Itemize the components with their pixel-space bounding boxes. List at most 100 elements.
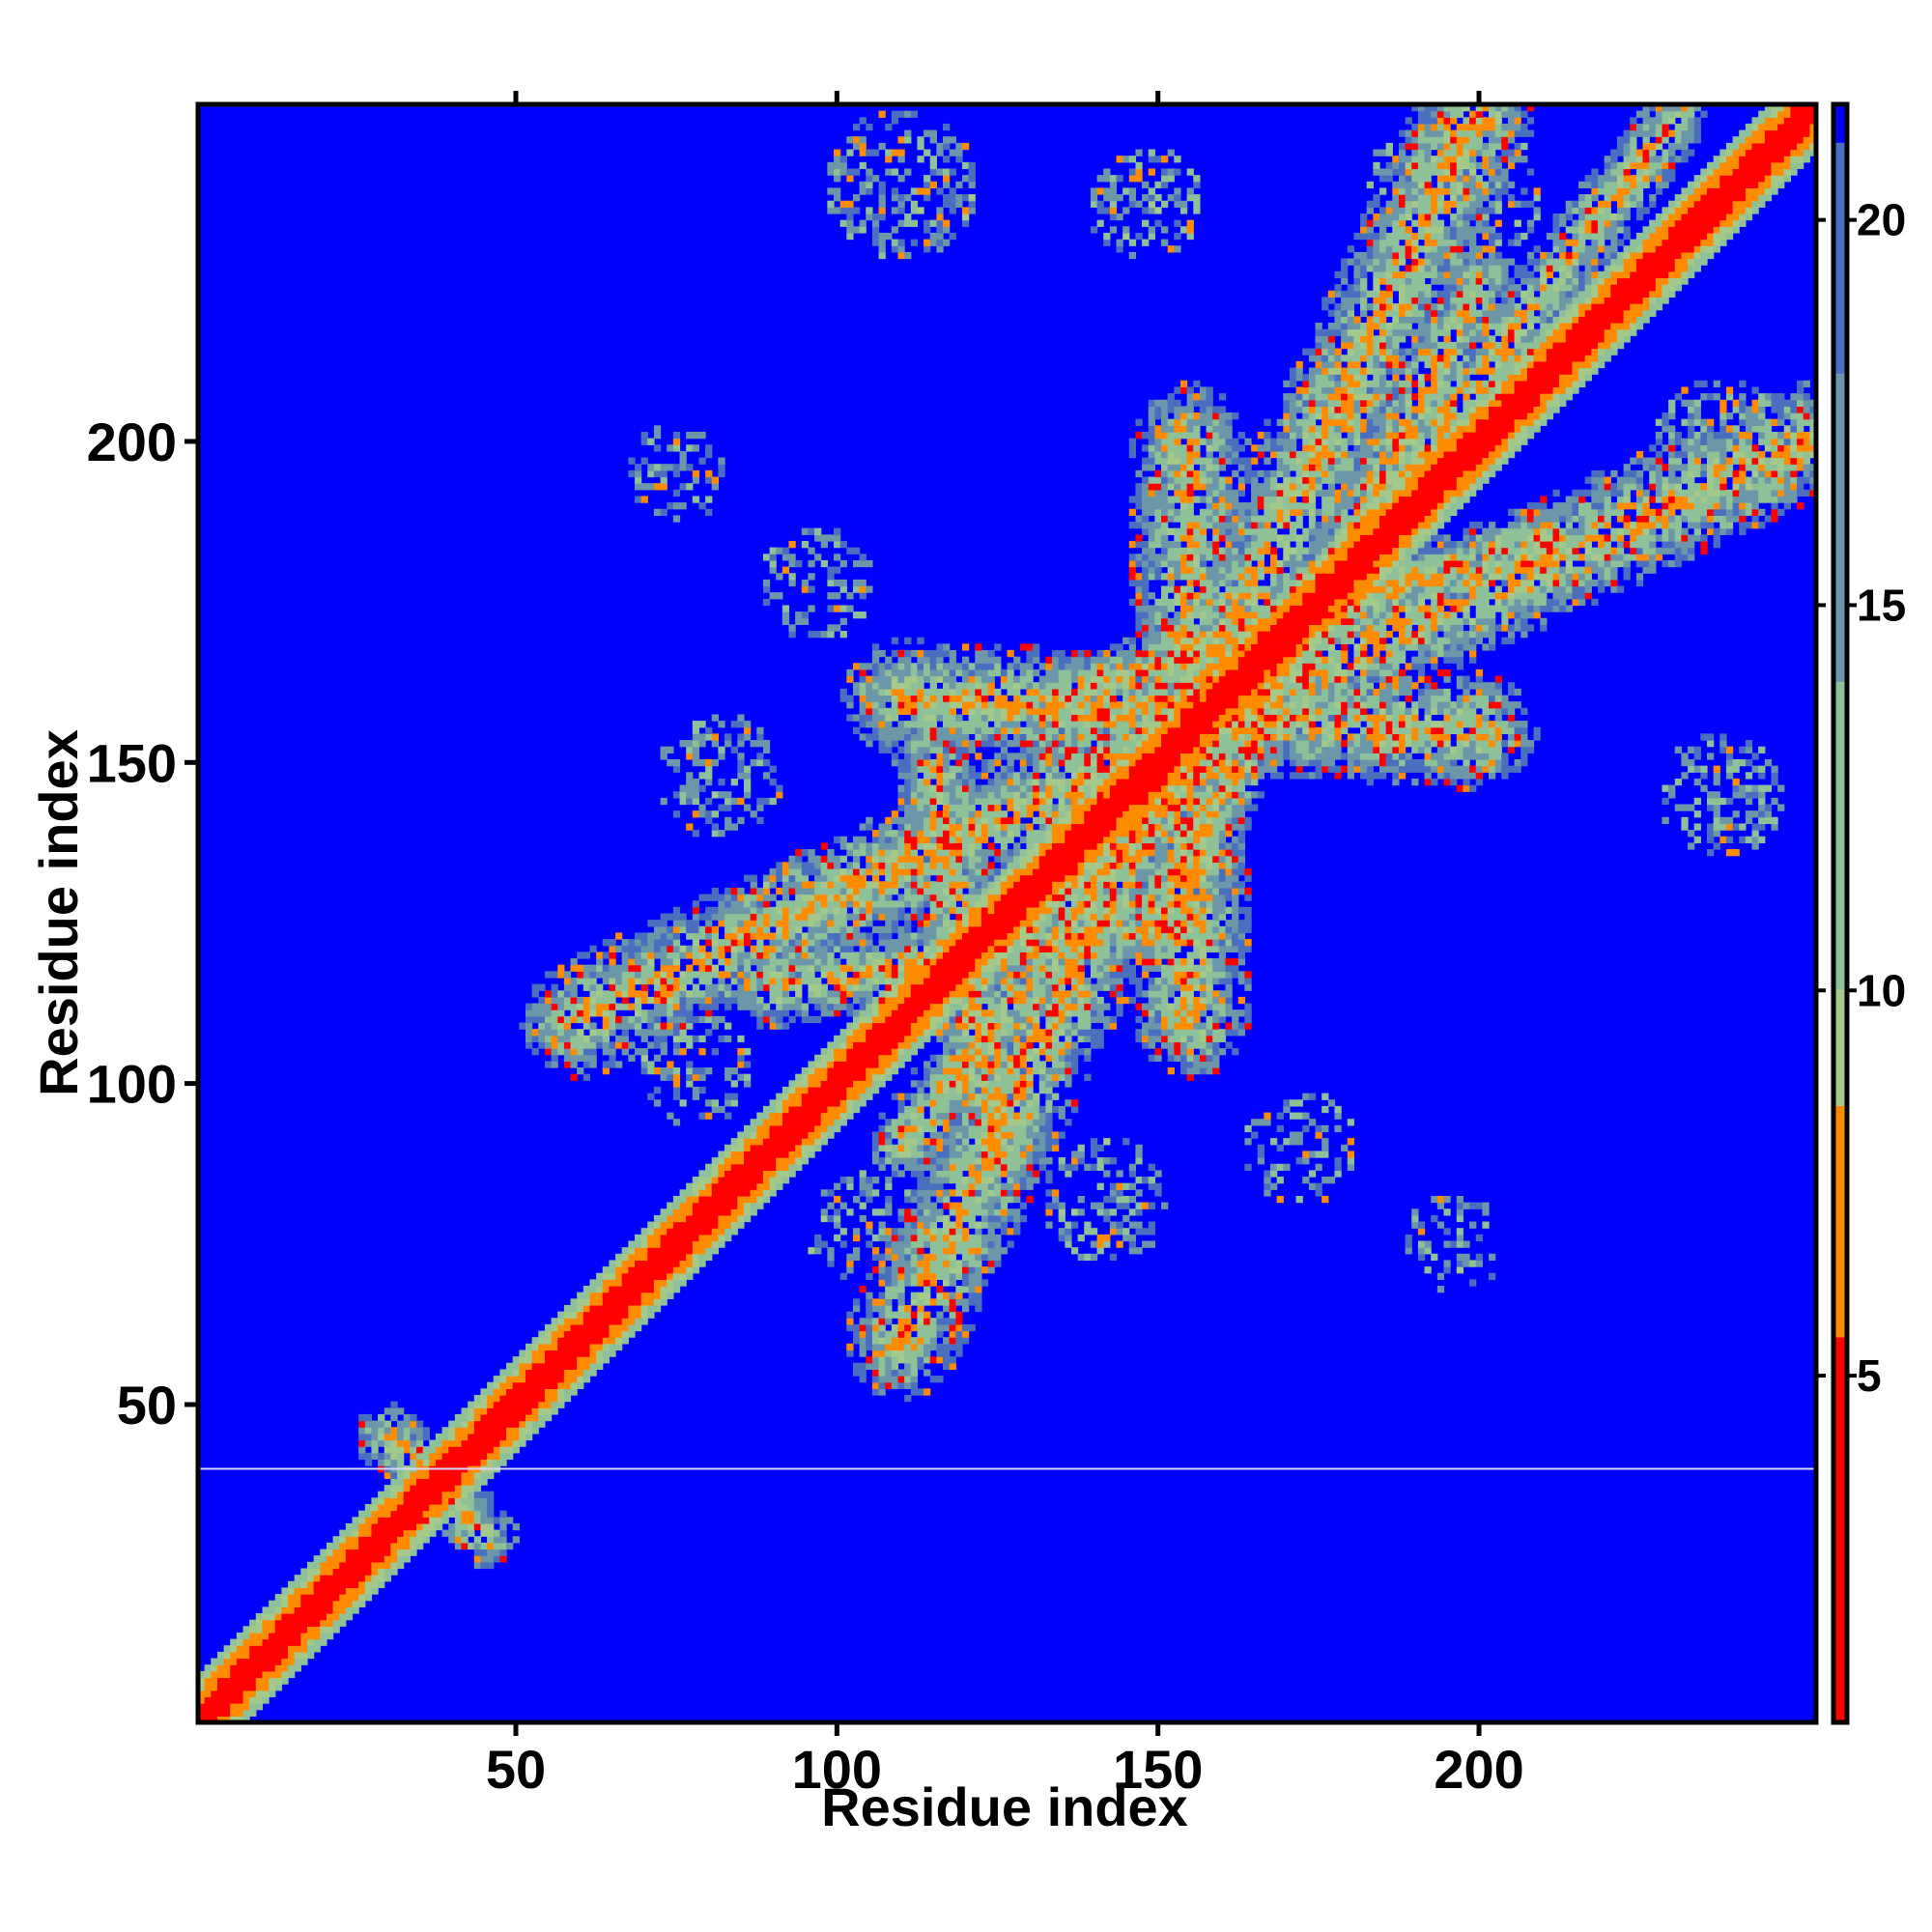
heatmap-cell — [968, 894, 976, 901]
heatmap-cell — [917, 663, 924, 670]
heatmap-cell — [968, 958, 976, 966]
heatmap-cell — [878, 925, 886, 934]
heatmap-cell — [769, 894, 777, 901]
heatmap-cell — [724, 1144, 732, 1152]
heatmap-cell — [403, 1504, 411, 1512]
heatmap-cell — [975, 1208, 982, 1216]
heatmap-cell — [236, 1703, 244, 1711]
heatmap-cell — [397, 1427, 405, 1435]
heatmap-cell — [198, 1670, 206, 1679]
heatmap-cell — [943, 958, 951, 966]
heatmap-cell — [531, 1029, 539, 1037]
heatmap-cell — [429, 1485, 437, 1492]
heatmap-cell — [910, 1362, 919, 1371]
heatmap-cell — [589, 1286, 597, 1293]
heatmap-cell — [705, 726, 713, 734]
heatmap-cell — [904, 136, 912, 144]
heatmap-cell — [686, 1035, 694, 1043]
heatmap-cell — [262, 1606, 270, 1614]
heatmap-cell — [294, 1575, 301, 1582]
heatmap-cell — [596, 1029, 604, 1037]
heatmap-cell — [609, 1298, 616, 1306]
heatmap-cell — [917, 1253, 924, 1262]
heatmap-cell — [936, 797, 944, 806]
heatmap-cell — [236, 1638, 244, 1646]
heatmap-cell — [929, 881, 937, 889]
heatmap-cell — [917, 900, 924, 908]
heatmap-cell — [929, 1240, 937, 1248]
heatmap-cell — [711, 1240, 719, 1248]
heatmap-cell — [788, 920, 796, 927]
heatmap-cell — [961, 830, 970, 838]
heatmap-cell — [859, 117, 867, 125]
heatmap-cell — [852, 977, 861, 985]
heatmap-cell — [936, 1376, 944, 1383]
heatmap-cell — [410, 1536, 417, 1544]
heatmap-cell — [577, 1041, 584, 1049]
heatmap-cell — [904, 1311, 912, 1319]
heatmap-cell — [589, 1369, 597, 1377]
heatmap-cell — [923, 1208, 931, 1216]
heatmap-cell — [827, 624, 835, 632]
heatmap-cell — [878, 239, 886, 246]
heatmap-cell — [249, 1632, 257, 1640]
heatmap-cell — [827, 1067, 835, 1075]
heatmap-cell — [487, 1529, 495, 1537]
heatmap-cell — [885, 1054, 893, 1062]
heatmap-cell — [975, 1253, 982, 1262]
heatmap-cell — [756, 977, 764, 985]
heatmap-cell — [917, 765, 924, 773]
heatmap-cell — [686, 753, 694, 760]
heatmap-cell — [499, 1376, 507, 1383]
heatmap-cell — [647, 1286, 655, 1293]
heatmap-cell — [968, 1009, 976, 1017]
heatmap-cell — [397, 1561, 405, 1570]
heatmap-cell — [943, 688, 951, 696]
heatmap-cell — [653, 1221, 662, 1229]
heatmap-cell — [910, 682, 919, 690]
heatmap-cell — [788, 554, 796, 561]
heatmap-cell — [808, 971, 815, 979]
heatmap-cell — [949, 695, 956, 702]
heatmap-cell — [923, 881, 931, 889]
heatmap-cell — [820, 920, 828, 927]
heatmap-cell — [756, 1170, 764, 1178]
heatmap-cell — [499, 1529, 507, 1537]
heatmap-cell — [904, 1189, 912, 1197]
heatmap-cell — [711, 1228, 719, 1236]
heatmap-cell — [885, 1208, 893, 1216]
heatmap-cell — [378, 1536, 385, 1544]
heatmap-cell — [698, 996, 706, 1005]
heatmap-cell — [628, 1022, 636, 1030]
heatmap-cell — [345, 1548, 354, 1556]
heatmap-cell — [255, 1645, 264, 1653]
heatmap-cell — [441, 1517, 449, 1524]
heatmap-cell — [718, 939, 725, 947]
heatmap-cell — [667, 1228, 674, 1236]
heatmap-cell — [762, 887, 771, 895]
heatmap-cell — [923, 830, 931, 838]
heatmap-cell — [364, 1548, 373, 1556]
heatmap-cell — [808, 894, 815, 901]
heatmap-cell — [943, 758, 951, 767]
heatmap-cell — [525, 1343, 533, 1351]
heatmap-cell — [801, 527, 810, 535]
heatmap-cell — [968, 977, 976, 985]
heatmap-cell — [371, 1504, 379, 1512]
heatmap-cell — [878, 142, 886, 151]
heatmap-cell — [943, 1015, 951, 1024]
heatmap-cell — [891, 1286, 899, 1293]
heatmap-cell — [262, 1613, 270, 1621]
heatmap-cell — [724, 983, 732, 991]
heatmap-cell — [570, 964, 578, 972]
heatmap-cell — [929, 894, 937, 901]
heatmap-cell — [878, 1029, 886, 1037]
heatmap-cell — [236, 1670, 244, 1679]
heatmap-cell — [955, 913, 963, 921]
heatmap-cell — [686, 1003, 694, 1010]
heatmap-cell — [628, 1003, 636, 1010]
heatmap-cell — [897, 707, 905, 716]
heatmap-cell — [538, 1009, 546, 1017]
heatmap-cell — [897, 1099, 905, 1107]
